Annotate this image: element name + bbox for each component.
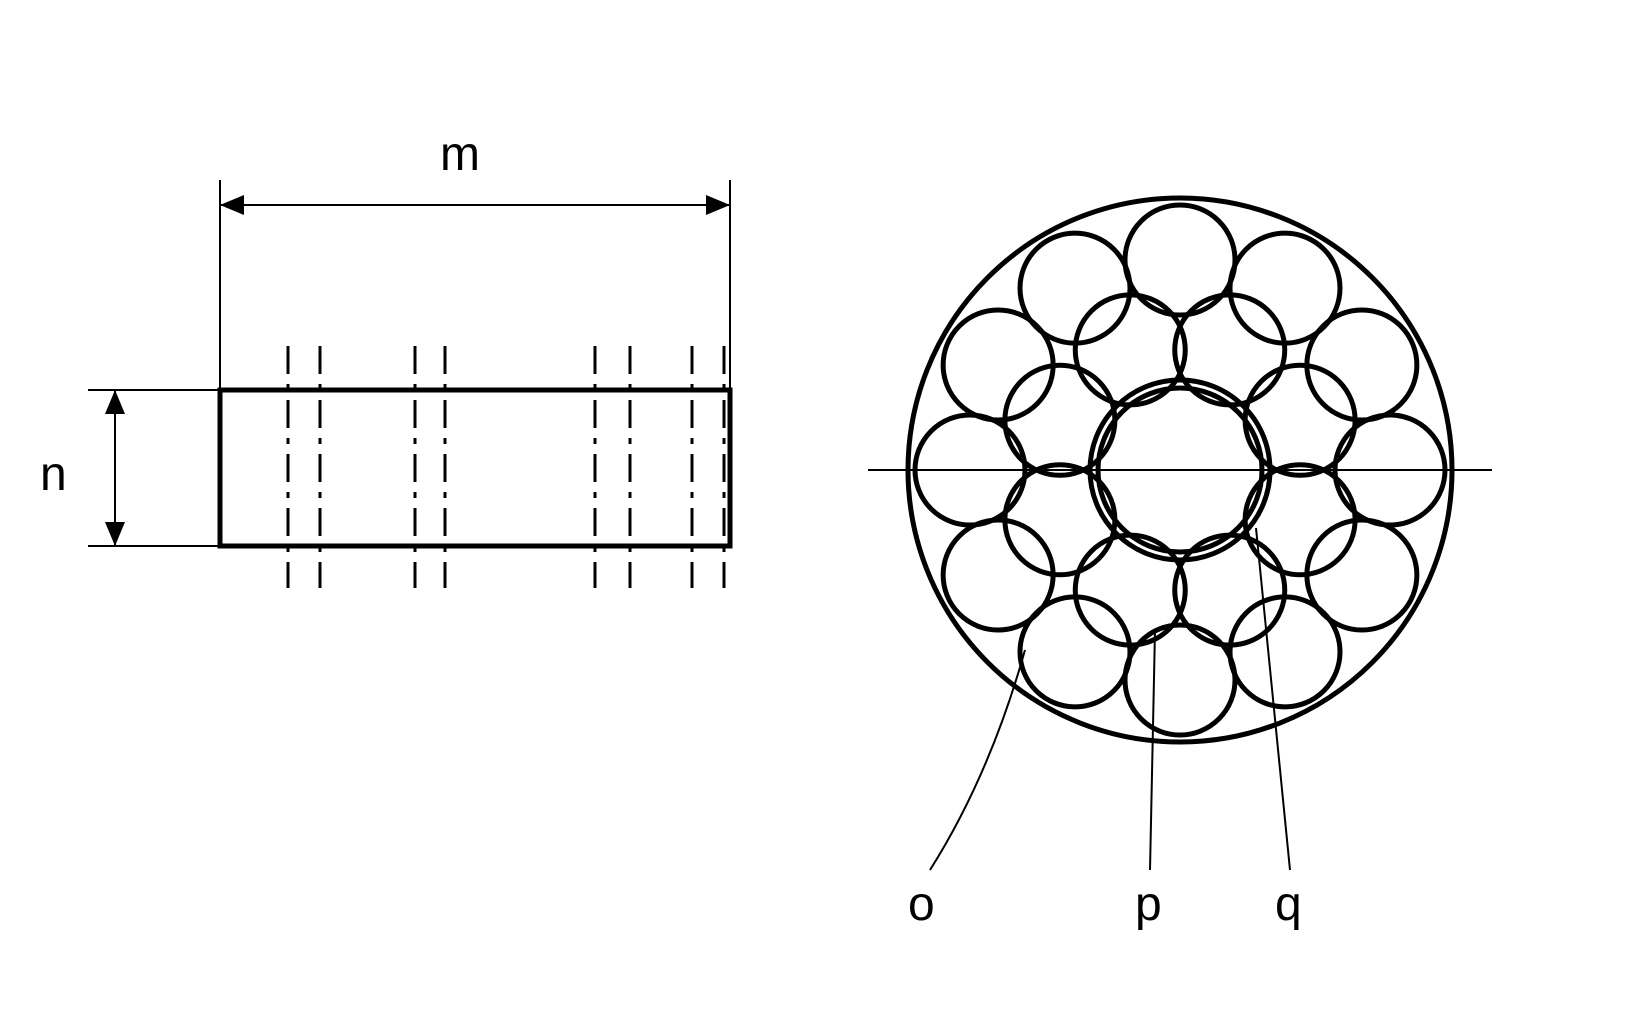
arrowhead xyxy=(105,522,125,546)
outer-ring-hole xyxy=(1020,233,1130,343)
leader-line-p xyxy=(1150,630,1155,870)
outer-ring-hole xyxy=(943,520,1053,630)
inner-ring-hole xyxy=(1075,295,1185,405)
dimension-label-m: m xyxy=(440,128,480,181)
inner-ring-hole xyxy=(1005,365,1115,475)
inner-ring-hole xyxy=(1175,295,1285,405)
arrowhead xyxy=(220,195,244,215)
leader-label-q: q xyxy=(1275,878,1302,931)
inner-ring-hole xyxy=(1245,465,1355,575)
diagram-svg: m n o p q xyxy=(0,0,1647,1014)
inner-ring-hole xyxy=(1005,465,1115,575)
inner-ring-hole xyxy=(1075,535,1185,645)
side-view-rect xyxy=(220,390,730,546)
leader-label-o: o xyxy=(908,878,935,931)
outer-ring-hole xyxy=(1230,597,1340,707)
arrowhead xyxy=(706,195,730,215)
outer-ring-hole xyxy=(1307,310,1417,420)
leader-label-p: p xyxy=(1135,878,1162,931)
inner-ring-hole xyxy=(1245,365,1355,475)
dimension-label-n: n xyxy=(40,448,67,501)
inner-ring-hole xyxy=(1175,535,1285,645)
arrowhead xyxy=(105,390,125,414)
